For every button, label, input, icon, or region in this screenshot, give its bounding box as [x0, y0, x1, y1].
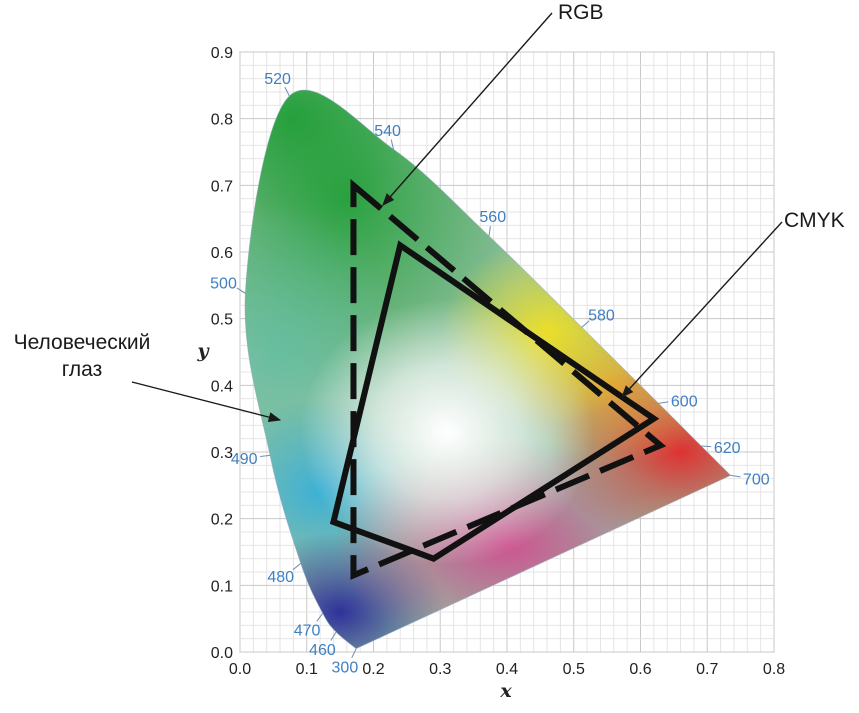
y-tick-label: 0.4 — [211, 378, 233, 395]
human-eye-annotation-line2: глаз — [62, 358, 103, 381]
cmyk-annotation-arrow — [621, 221, 783, 398]
wavelength-label: 520 — [264, 71, 291, 88]
wavelength-label: 300 — [332, 660, 359, 677]
wavelength-tick — [236, 287, 246, 294]
wavelength-label: 470 — [294, 622, 321, 639]
wavelength-tick — [730, 474, 741, 478]
y-tick-label: 0.2 — [211, 512, 233, 529]
y-tick-label: 0.1 — [211, 578, 233, 595]
annotations: RGB CMYK Человеческий глаз — [14, 1, 845, 423]
x-tick-label: 0.7 — [696, 661, 718, 678]
wavelength-label: 580 — [588, 307, 615, 324]
wavelength-label: 500 — [210, 275, 237, 292]
wavelength-tick — [488, 226, 491, 237]
y-tick-label: 0.5 — [211, 312, 233, 329]
y-tick-label: 0.3 — [211, 445, 233, 462]
wavelength-label: 460 — [309, 642, 336, 659]
human-eye-annotation-line1: Человеческий — [14, 331, 151, 354]
wavelength-tick — [330, 631, 337, 641]
wavelength-tick — [701, 445, 712, 448]
axis-ticks: 0.0 0.1 0.2 0.3 0.4 0.5 0.6 0.7 0.8 0.0 0.1 0.2 0.3 0… — [211, 45, 785, 678]
x-tick-label: 0.4 — [496, 661, 518, 678]
y-axis-label: y — [196, 340, 210, 362]
wavelength-tick — [581, 320, 590, 328]
y-tick-label: 0.8 — [211, 112, 233, 129]
cmyk-annotation: CMYK — [784, 209, 845, 232]
wavelength-tick — [351, 648, 357, 658]
wavelength-label: 540 — [374, 123, 401, 140]
wavelength-label: 700 — [743, 471, 770, 488]
x-tick-label: 0.6 — [629, 661, 651, 678]
y-tick-label: 0.0 — [211, 645, 233, 662]
wavelength-tick — [292, 562, 302, 571]
x-tick-label: 0.0 — [229, 661, 251, 678]
wavelength-label: 490 — [231, 451, 258, 468]
wavelength-tick — [260, 454, 271, 458]
x-axis-label: x — [499, 680, 512, 702]
rgb-annotation: RGB — [558, 1, 604, 24]
wavelength-label: 600 — [671, 393, 698, 410]
wavelength-label: 480 — [267, 569, 294, 586]
y-tick-label: 0.7 — [211, 178, 233, 195]
wavelength-label: 560 — [479, 209, 506, 226]
gamut-series — [329, 178, 667, 580]
rgb-annotation-arrow — [382, 12, 553, 206]
x-tick-label: 0.5 — [563, 661, 585, 678]
y-tick-label: 0.9 — [211, 45, 233, 62]
series-cmyk-gamut — [329, 240, 660, 563]
wavelength-tick — [316, 613, 324, 622]
x-tick-label: 0.3 — [429, 661, 451, 678]
wavelength-tick — [658, 401, 669, 404]
wavelength-label: 620 — [714, 440, 741, 457]
human-eye-annotation-arrow — [131, 381, 282, 423]
x-tick-label: 0.8 — [763, 661, 785, 678]
x-tick-label: 0.1 — [296, 661, 318, 678]
x-tick-label: 0.2 — [362, 661, 384, 678]
wavelength-tick — [390, 139, 395, 150]
wavelength-tick — [284, 86, 290, 97]
y-tick-label: 0.6 — [211, 245, 233, 262]
